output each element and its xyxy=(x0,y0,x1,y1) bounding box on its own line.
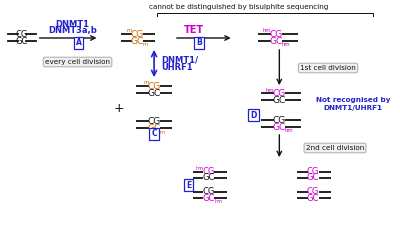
Text: 1st cell division: 1st cell division xyxy=(300,65,356,71)
Text: CG: CG xyxy=(273,89,286,98)
Text: GC: GC xyxy=(202,194,215,203)
Text: GC: GC xyxy=(130,37,144,46)
Text: GC: GC xyxy=(273,96,286,105)
Text: CG: CG xyxy=(307,187,319,196)
Text: D: D xyxy=(250,110,257,120)
Text: GC: GC xyxy=(307,173,319,183)
Text: CG: CG xyxy=(202,187,215,196)
Text: GC: GC xyxy=(273,123,286,132)
Text: CG: CG xyxy=(148,117,161,126)
Text: every cell division: every cell division xyxy=(45,59,110,65)
Text: +: + xyxy=(248,109,259,122)
Text: hm: hm xyxy=(262,28,271,34)
Text: DNMT1/: DNMT1/ xyxy=(161,56,198,64)
Text: CG: CG xyxy=(148,82,161,91)
Text: GC: GC xyxy=(202,173,215,183)
Text: DNMT1/UHRF1: DNMT1/UHRF1 xyxy=(323,105,382,111)
Text: GC: GC xyxy=(148,89,161,98)
Text: +: + xyxy=(114,101,125,114)
Text: m: m xyxy=(160,130,165,135)
Text: GC: GC xyxy=(148,124,161,133)
Text: E: E xyxy=(186,181,192,189)
Text: hm: hm xyxy=(282,42,290,48)
Text: UHRF1: UHRF1 xyxy=(161,63,193,73)
Text: hm: hm xyxy=(195,166,203,171)
Text: DNMT3a,b: DNMT3a,b xyxy=(48,26,97,36)
Text: cannot be distinguished by bisulphite sequencing: cannot be distinguished by bisulphite se… xyxy=(149,4,328,10)
Text: Not recognised by: Not recognised by xyxy=(316,97,390,103)
Text: m: m xyxy=(143,81,149,86)
Text: C: C xyxy=(151,130,157,138)
Text: A: A xyxy=(76,38,82,48)
Text: CG: CG xyxy=(130,30,144,39)
Text: CG: CG xyxy=(307,168,319,176)
Text: m: m xyxy=(143,42,148,48)
Text: hm: hm xyxy=(285,128,294,134)
Text: 2nd cell division: 2nd cell division xyxy=(306,145,364,151)
Text: hm: hm xyxy=(214,199,222,204)
Text: GC: GC xyxy=(307,194,319,203)
Text: TET: TET xyxy=(184,25,204,35)
Text: B: B xyxy=(196,38,202,48)
Text: GC: GC xyxy=(270,37,283,46)
Text: hm: hm xyxy=(265,87,274,93)
Text: CG: CG xyxy=(273,116,286,125)
Text: GC: GC xyxy=(16,37,28,46)
Text: CG: CG xyxy=(202,168,215,176)
Text: DNMT1: DNMT1 xyxy=(56,21,90,29)
Text: CG: CG xyxy=(16,30,28,39)
Text: m: m xyxy=(126,28,132,34)
Text: CG: CG xyxy=(270,30,283,39)
